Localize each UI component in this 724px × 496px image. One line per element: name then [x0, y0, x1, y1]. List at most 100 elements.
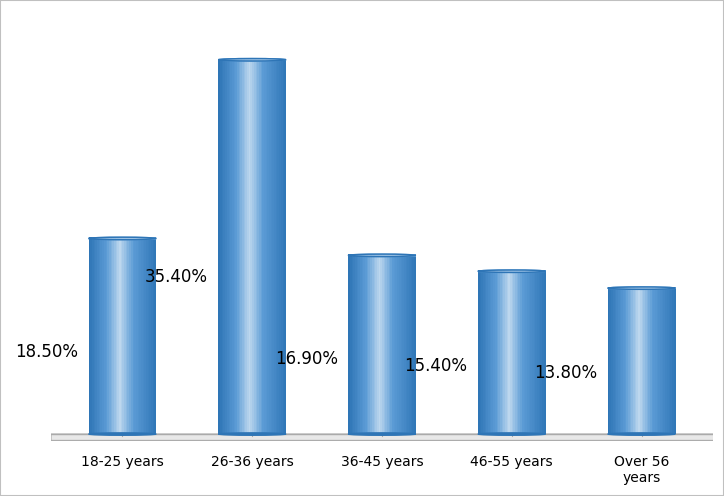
Bar: [387, 255, 389, 434]
Bar: [279, 59, 283, 61]
Ellipse shape: [607, 287, 675, 289]
Bar: [365, 255, 367, 434]
Bar: [483, 271, 485, 434]
Bar: [495, 270, 499, 272]
Bar: [106, 239, 107, 434]
Bar: [249, 59, 253, 61]
Bar: [90, 239, 92, 434]
Bar: [369, 254, 372, 256]
Bar: [488, 271, 490, 434]
Bar: [93, 239, 96, 434]
Bar: [245, 59, 249, 61]
Bar: [127, 239, 130, 434]
Bar: [403, 254, 406, 256]
Bar: [631, 287, 635, 289]
Bar: [389, 254, 392, 256]
Bar: [478, 271, 480, 434]
Bar: [502, 270, 505, 272]
Bar: [256, 59, 259, 61]
Bar: [362, 254, 366, 256]
Bar: [122, 237, 126, 240]
Bar: [510, 271, 512, 434]
Bar: [535, 270, 539, 272]
Ellipse shape: [607, 433, 675, 435]
Bar: [412, 255, 414, 434]
Bar: [379, 254, 382, 256]
Bar: [132, 237, 136, 240]
Bar: [245, 60, 248, 434]
Bar: [229, 60, 230, 434]
Bar: [662, 287, 665, 289]
Ellipse shape: [478, 433, 545, 435]
Bar: [242, 59, 245, 61]
Bar: [102, 239, 104, 434]
Bar: [518, 271, 521, 434]
Bar: [525, 270, 529, 272]
Bar: [638, 287, 641, 289]
Bar: [149, 239, 151, 434]
Bar: [112, 237, 116, 240]
Bar: [224, 60, 225, 434]
Bar: [107, 239, 109, 434]
Bar: [530, 271, 532, 434]
Bar: [635, 287, 639, 289]
Bar: [222, 59, 225, 61]
Bar: [96, 239, 97, 434]
Bar: [151, 239, 153, 434]
Bar: [497, 271, 499, 434]
Bar: [352, 254, 355, 256]
Bar: [235, 60, 237, 434]
Bar: [532, 271, 534, 434]
Ellipse shape: [613, 287, 670, 289]
Bar: [485, 271, 487, 434]
Bar: [102, 237, 106, 240]
Bar: [266, 60, 268, 434]
Bar: [672, 287, 675, 289]
Bar: [229, 59, 232, 61]
Bar: [485, 270, 489, 272]
Bar: [488, 270, 492, 272]
Bar: [353, 255, 355, 434]
Bar: [616, 288, 618, 434]
Bar: [119, 237, 122, 240]
Bar: [641, 287, 645, 289]
Bar: [242, 60, 244, 434]
Bar: [512, 270, 515, 272]
Bar: [262, 59, 266, 61]
Bar: [513, 271, 515, 434]
Ellipse shape: [219, 59, 286, 61]
Bar: [542, 270, 546, 272]
Bar: [631, 288, 634, 434]
Bar: [227, 60, 229, 434]
Bar: [139, 239, 141, 434]
Bar: [257, 60, 259, 434]
Bar: [385, 255, 387, 434]
Bar: [414, 255, 416, 434]
Bar: [116, 237, 119, 240]
Bar: [540, 271, 542, 434]
Bar: [352, 255, 353, 434]
Bar: [652, 287, 655, 289]
Bar: [360, 255, 362, 434]
Bar: [615, 288, 616, 434]
Bar: [276, 59, 279, 61]
Bar: [369, 255, 371, 434]
Bar: [274, 60, 276, 434]
Bar: [668, 287, 672, 289]
Bar: [625, 288, 626, 434]
Bar: [131, 239, 132, 434]
Bar: [539, 270, 542, 272]
Bar: [399, 255, 401, 434]
Bar: [129, 237, 132, 240]
Bar: [620, 288, 621, 434]
Bar: [136, 237, 140, 240]
Bar: [372, 254, 376, 256]
Bar: [412, 254, 416, 256]
Bar: [495, 271, 497, 434]
Bar: [355, 255, 357, 434]
Bar: [121, 239, 122, 434]
Bar: [112, 239, 114, 434]
Bar: [276, 60, 278, 434]
Bar: [508, 271, 510, 434]
Bar: [498, 271, 500, 434]
